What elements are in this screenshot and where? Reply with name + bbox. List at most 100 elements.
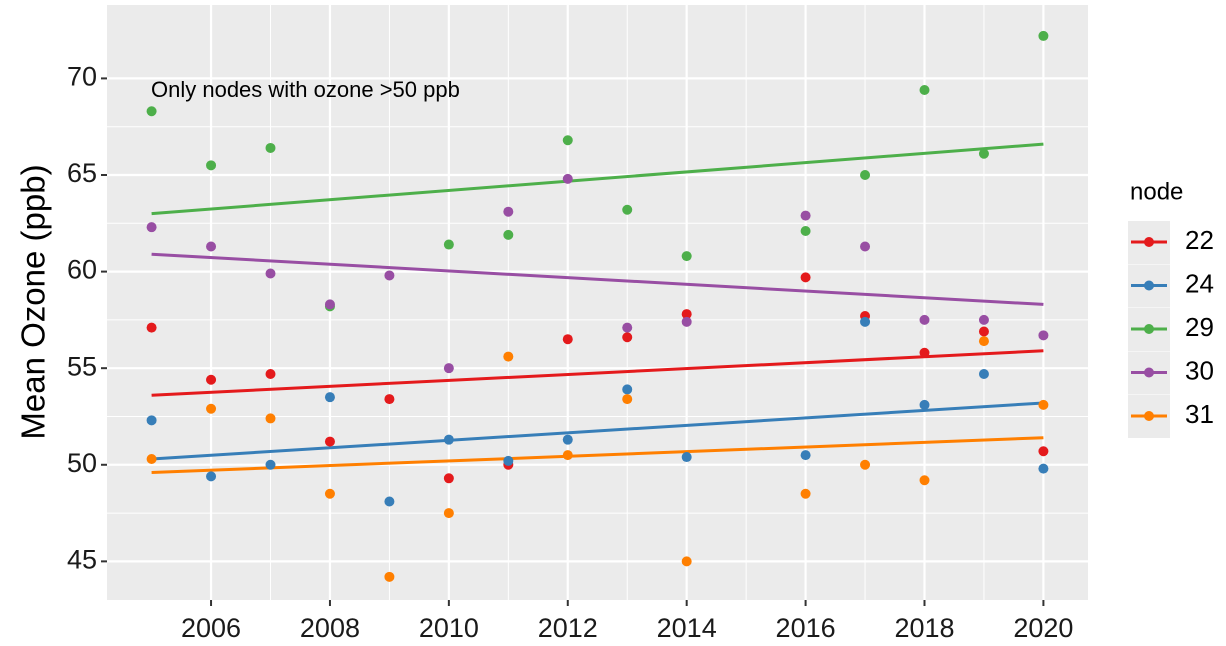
point xyxy=(1038,446,1049,457)
point xyxy=(443,363,454,374)
point xyxy=(919,314,930,325)
y-tick-label: 45 xyxy=(67,544,97,574)
point xyxy=(978,368,989,379)
legend-label: 31 xyxy=(1185,399,1214,429)
point xyxy=(919,399,930,410)
point xyxy=(1038,330,1049,341)
point xyxy=(1038,30,1049,41)
point xyxy=(622,204,633,215)
point xyxy=(800,272,811,283)
point xyxy=(800,210,811,221)
legend-label: 30 xyxy=(1185,355,1214,385)
point xyxy=(562,434,573,445)
point xyxy=(860,316,871,327)
trend-line xyxy=(151,142,1044,216)
point xyxy=(324,436,335,447)
point xyxy=(384,394,395,405)
legend-label: 29 xyxy=(1185,312,1214,342)
point xyxy=(1038,463,1049,474)
annotation: Only nodes with ozone >50 ppb xyxy=(151,77,460,102)
point xyxy=(146,222,157,233)
point xyxy=(146,106,157,117)
y-tick-label: 65 xyxy=(67,158,97,188)
y-tick-label: 50 xyxy=(67,448,97,478)
point xyxy=(681,251,692,262)
x-tick-label: 2020 xyxy=(1013,613,1073,643)
x-tick-label: 2014 xyxy=(657,613,717,643)
legend-dot xyxy=(1144,237,1154,247)
point xyxy=(1038,399,1049,410)
point xyxy=(324,488,335,499)
legend-label: 22 xyxy=(1185,225,1214,255)
point xyxy=(800,488,811,499)
trend-line xyxy=(151,252,1044,306)
point xyxy=(978,326,989,337)
point xyxy=(384,270,395,281)
x-tick-label: 2018 xyxy=(894,613,954,643)
point xyxy=(443,473,454,484)
point xyxy=(681,316,692,327)
point xyxy=(562,334,573,345)
trend-line xyxy=(151,436,1044,474)
trend-line xyxy=(151,401,1044,461)
point xyxy=(622,394,633,405)
point xyxy=(503,351,514,362)
legend-dot xyxy=(1144,324,1154,334)
point xyxy=(443,434,454,445)
x-tick-label: 2008 xyxy=(300,613,360,643)
trend-line xyxy=(151,349,1044,397)
legend-title: node xyxy=(1130,178,1183,205)
point xyxy=(146,415,157,426)
point xyxy=(978,314,989,325)
point xyxy=(324,392,335,403)
point xyxy=(978,148,989,159)
point xyxy=(503,206,514,217)
point xyxy=(919,475,930,486)
point xyxy=(443,508,454,519)
point xyxy=(622,384,633,395)
legend-dot xyxy=(1144,280,1154,291)
point xyxy=(681,556,692,567)
point xyxy=(562,173,573,184)
y-tick-label: 55 xyxy=(67,351,97,381)
point xyxy=(860,459,871,470)
point xyxy=(503,229,514,240)
point xyxy=(206,374,217,385)
x-tick-label: 2006 xyxy=(181,613,241,643)
point xyxy=(265,413,276,424)
point xyxy=(206,471,217,482)
point xyxy=(681,452,692,463)
legend-label: 24 xyxy=(1185,268,1214,298)
point xyxy=(265,142,276,153)
point xyxy=(206,403,217,414)
point xyxy=(860,170,871,180)
point xyxy=(800,226,811,237)
point xyxy=(265,459,276,470)
point xyxy=(324,299,335,310)
point xyxy=(443,239,454,250)
point xyxy=(622,332,633,343)
point xyxy=(146,453,157,464)
point xyxy=(978,336,989,347)
point xyxy=(384,571,395,582)
point xyxy=(681,309,692,320)
point xyxy=(919,85,930,95)
point xyxy=(265,368,276,379)
legend-dot xyxy=(1144,367,1154,378)
point xyxy=(206,241,217,252)
y-tick-label: 60 xyxy=(67,255,97,285)
legend-dot xyxy=(1144,411,1154,421)
point xyxy=(919,347,930,358)
point xyxy=(146,322,157,333)
point xyxy=(265,268,276,279)
y-tick-label: 70 xyxy=(67,62,97,92)
point xyxy=(562,450,573,461)
point xyxy=(206,160,217,171)
x-tick-label: 2016 xyxy=(776,613,836,643)
point xyxy=(562,135,573,146)
point xyxy=(384,496,395,507)
x-tick-label: 2012 xyxy=(538,613,598,643)
point xyxy=(800,450,811,461)
point xyxy=(860,241,871,252)
